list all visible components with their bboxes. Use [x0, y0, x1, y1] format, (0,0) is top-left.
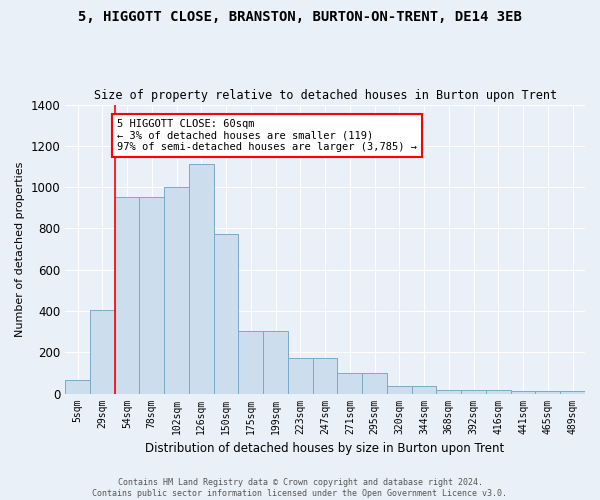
- Y-axis label: Number of detached properties: Number of detached properties: [15, 162, 25, 336]
- Text: Contains HM Land Registry data © Crown copyright and database right 2024.
Contai: Contains HM Land Registry data © Crown c…: [92, 478, 508, 498]
- Bar: [387, 386, 412, 394]
- Bar: [535, 392, 560, 394]
- Bar: [560, 392, 585, 394]
- Title: Size of property relative to detached houses in Burton upon Trent: Size of property relative to detached ho…: [94, 89, 557, 102]
- Bar: [164, 187, 189, 394]
- Text: 5, HIGGOTT CLOSE, BRANSTON, BURTON-ON-TRENT, DE14 3EB: 5, HIGGOTT CLOSE, BRANSTON, BURTON-ON-TR…: [78, 10, 522, 24]
- Bar: [337, 373, 362, 394]
- X-axis label: Distribution of detached houses by size in Burton upon Trent: Distribution of detached houses by size …: [145, 442, 505, 455]
- Bar: [90, 310, 115, 394]
- Bar: [288, 358, 313, 394]
- Bar: [362, 373, 387, 394]
- Bar: [65, 380, 90, 394]
- Bar: [214, 234, 238, 394]
- Bar: [486, 390, 511, 394]
- Bar: [263, 330, 288, 394]
- Bar: [115, 198, 139, 394]
- Bar: [412, 386, 436, 394]
- Bar: [139, 198, 164, 394]
- Bar: [461, 390, 486, 394]
- Bar: [511, 392, 535, 394]
- Text: 5 HIGGOTT CLOSE: 60sqm
← 3% of detached houses are smaller (119)
97% of semi-det: 5 HIGGOTT CLOSE: 60sqm ← 3% of detached …: [117, 119, 417, 152]
- Bar: [238, 330, 263, 394]
- Bar: [313, 358, 337, 394]
- Bar: [189, 164, 214, 394]
- Bar: [436, 390, 461, 394]
